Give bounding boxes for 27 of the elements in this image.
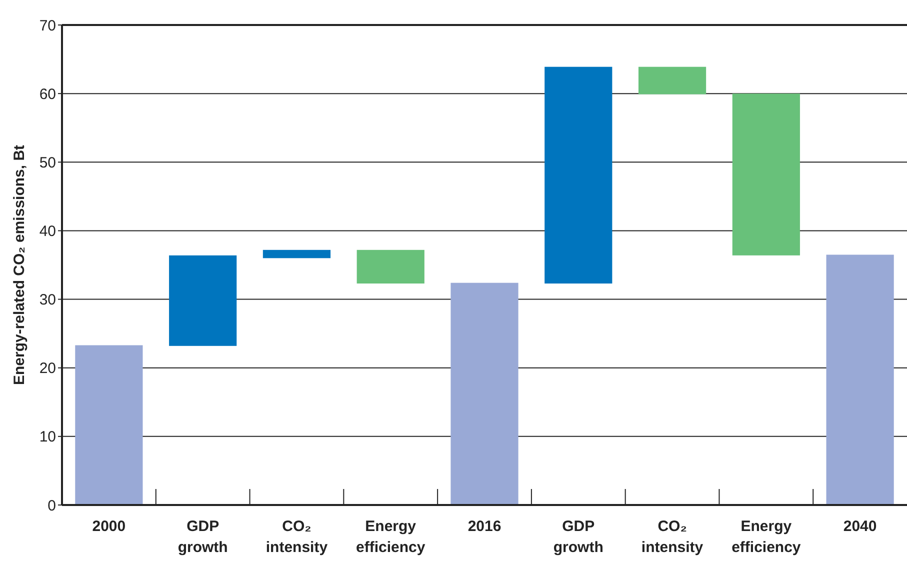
y-tick-label: 20 [39,360,56,378]
x-tick-label: Energy efficiency [356,518,426,556]
x-tick-label: GDP growth [553,518,604,556]
bar [544,66,612,284]
x-tick-label: CO₂ intensity [641,518,704,556]
x-tick-label: GDP growth [178,518,228,556]
bar [356,250,424,284]
x-tick-label: Energy efficiency [732,518,802,556]
bar [75,345,143,505]
x-tick-label: 2040 [843,518,877,535]
x-tick-label: CO₂ intensity [266,518,328,556]
y-tick-label: 40 [39,222,56,240]
bar [732,94,800,256]
y-tick-label: 70 [39,17,56,34]
y-axis-title: Energy-related CO₂ emissions, Bt [11,144,28,386]
y-tick-label: 0 [48,497,56,514]
y-tick-label: 10 [39,428,56,446]
y-tick-label: 30 [39,292,56,309]
y-tick-label: 60 [39,86,56,103]
bar [262,250,331,258]
bar [826,254,894,505]
x-tick-label: 2000 [92,518,126,535]
x-tick-label: 2016 [468,518,502,535]
bar [169,255,237,346]
bar [638,66,706,94]
y-tick-label: 50 [39,154,56,172]
bar [450,282,518,505]
